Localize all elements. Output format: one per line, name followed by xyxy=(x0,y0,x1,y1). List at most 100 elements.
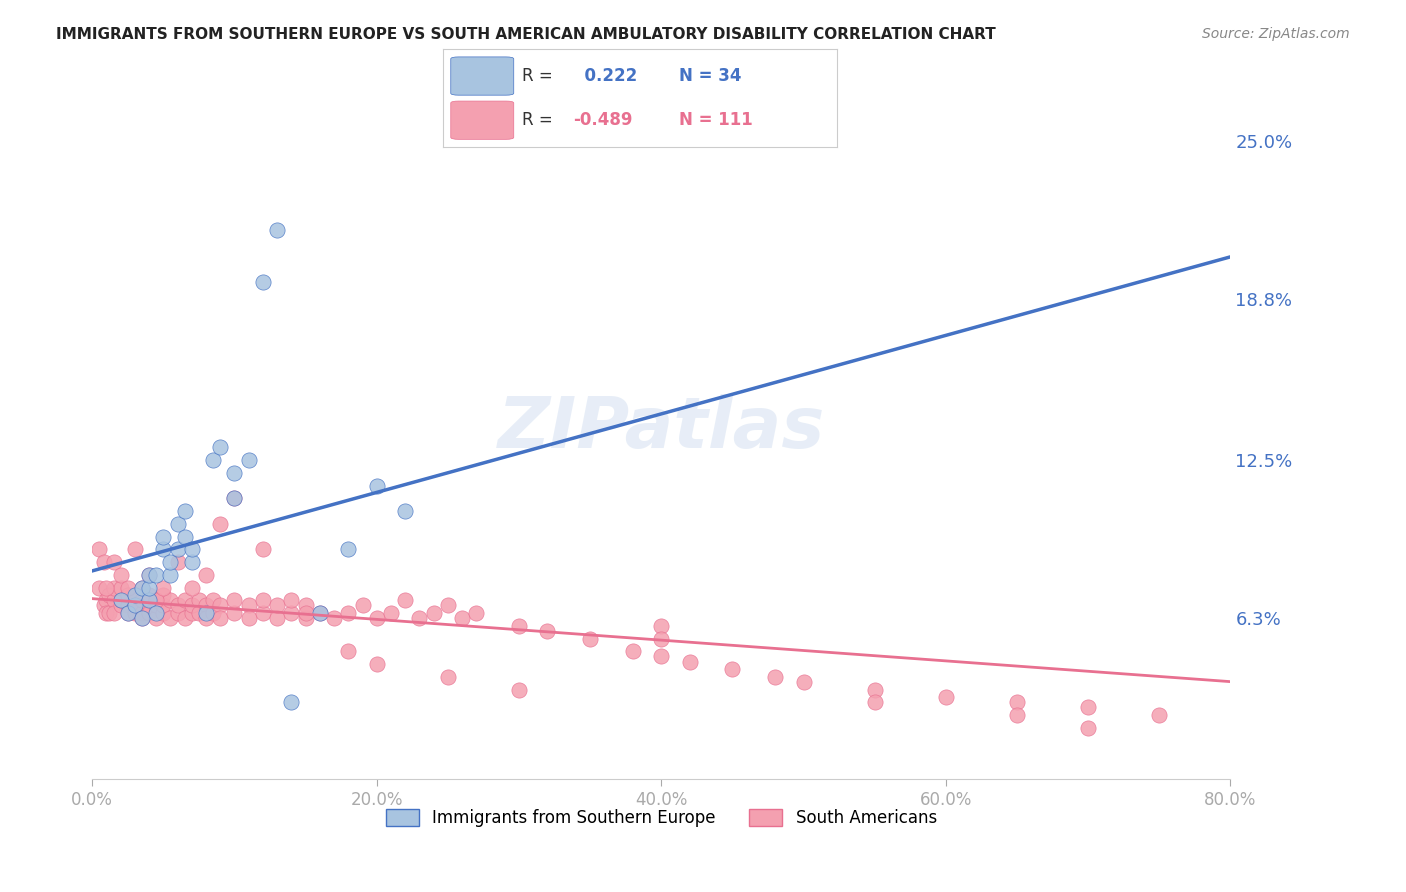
Point xyxy=(131,593,153,607)
Point xyxy=(145,606,167,620)
Point xyxy=(366,611,388,625)
Point xyxy=(437,599,460,613)
FancyBboxPatch shape xyxy=(451,57,513,95)
Point xyxy=(280,606,302,620)
Point xyxy=(117,581,139,595)
Point xyxy=(266,599,288,613)
Point xyxy=(294,611,316,625)
Point xyxy=(152,606,174,620)
Point xyxy=(352,599,374,613)
Point xyxy=(166,542,188,557)
Point xyxy=(323,611,346,625)
Point xyxy=(224,606,246,620)
Point xyxy=(1077,721,1099,735)
Point xyxy=(180,606,202,620)
Point xyxy=(195,606,218,620)
Point xyxy=(124,542,146,557)
Point xyxy=(131,581,153,595)
Point xyxy=(117,588,139,602)
Text: -0.489: -0.489 xyxy=(572,111,633,128)
Point xyxy=(1005,695,1028,709)
Point xyxy=(579,632,602,646)
Point xyxy=(209,516,232,531)
Point xyxy=(117,606,139,620)
Point xyxy=(138,606,160,620)
Point xyxy=(252,542,274,557)
Point xyxy=(1005,708,1028,723)
Point xyxy=(422,606,444,620)
Point xyxy=(238,611,260,625)
Point xyxy=(131,611,153,625)
Point xyxy=(138,567,160,582)
Point xyxy=(96,581,118,595)
Point xyxy=(96,606,118,620)
Point xyxy=(209,440,232,454)
Point xyxy=(173,593,195,607)
Point xyxy=(138,581,160,595)
Point xyxy=(308,606,330,620)
Point xyxy=(180,581,202,595)
Point xyxy=(138,599,160,613)
Point xyxy=(159,555,181,569)
Point xyxy=(508,682,530,697)
Point xyxy=(152,530,174,544)
Point xyxy=(679,655,702,669)
Point xyxy=(145,593,167,607)
Point xyxy=(166,599,188,613)
Point xyxy=(935,690,957,705)
Point xyxy=(173,611,195,625)
Point xyxy=(103,555,125,569)
Point xyxy=(721,662,744,676)
Point xyxy=(252,606,274,620)
Point xyxy=(650,649,672,664)
Point xyxy=(124,606,146,620)
Point xyxy=(138,588,160,602)
Point xyxy=(238,599,260,613)
Point xyxy=(224,466,246,480)
Point xyxy=(308,606,330,620)
Point xyxy=(180,555,202,569)
Point xyxy=(103,581,125,595)
Point xyxy=(145,567,167,582)
Point xyxy=(187,606,209,620)
Point xyxy=(98,588,121,602)
Point xyxy=(124,599,146,613)
Point xyxy=(224,491,246,506)
Point xyxy=(93,599,115,613)
Point xyxy=(96,593,118,607)
Point xyxy=(187,593,209,607)
Point xyxy=(110,599,132,613)
Text: N = 34: N = 34 xyxy=(679,67,741,85)
Legend: Immigrants from Southern Europe, South Americans: Immigrants from Southern Europe, South A… xyxy=(380,802,943,834)
Point xyxy=(117,599,139,613)
Point xyxy=(202,453,225,467)
Point xyxy=(145,611,167,625)
Point xyxy=(394,593,416,607)
Point xyxy=(89,581,111,595)
Point xyxy=(110,593,132,607)
Point xyxy=(209,611,232,625)
Point xyxy=(98,606,121,620)
Point xyxy=(621,644,644,658)
Point xyxy=(202,606,225,620)
Point xyxy=(650,632,672,646)
Text: N = 111: N = 111 xyxy=(679,111,752,128)
Point xyxy=(266,611,288,625)
Point xyxy=(166,606,188,620)
Point xyxy=(294,599,316,613)
Point xyxy=(280,695,302,709)
Point xyxy=(131,611,153,625)
Point xyxy=(394,504,416,518)
Point xyxy=(294,606,316,620)
Point xyxy=(1077,700,1099,714)
Point xyxy=(266,223,288,237)
Point xyxy=(117,606,139,620)
Point xyxy=(93,555,115,569)
Point xyxy=(124,593,146,607)
Point xyxy=(337,644,360,658)
Point xyxy=(366,478,388,492)
Point xyxy=(408,611,430,625)
Point xyxy=(159,593,181,607)
Point xyxy=(180,599,202,613)
Point xyxy=(863,682,886,697)
